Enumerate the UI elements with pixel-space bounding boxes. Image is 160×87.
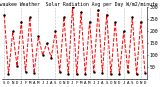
- Title: Milwaukee Weather  Solar Radiation Avg per Day W/m2/minute: Milwaukee Weather Solar Radiation Avg pe…: [0, 2, 158, 7]
